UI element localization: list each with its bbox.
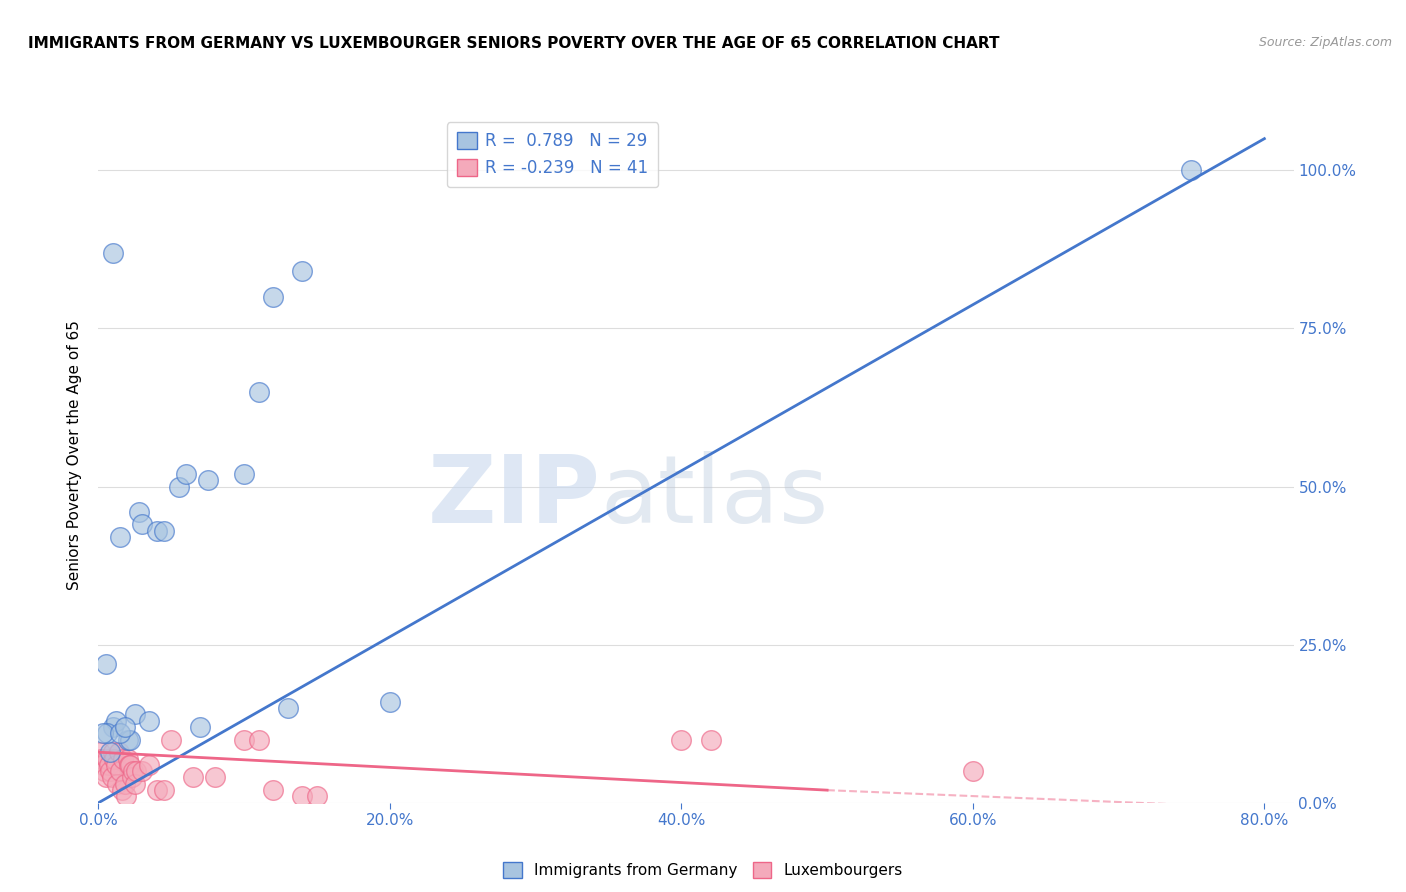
Point (100, 771, 122, 785)
Point (112, 751, 135, 765)
Point (305, 789, 328, 804)
Point (174, 467, 197, 481)
Point (91, 757, 114, 772)
Point (117, 732, 139, 747)
Point (153, 524, 176, 538)
Text: IMMIGRANTS FROM GERMANY VS LUXEMBOURGER SENIORS POVERTY OVER THE AGE OF 65 CORRE: IMMIGRANTS FROM GERMANY VS LUXEMBOURGER … (28, 36, 1000, 51)
Point (233, 467, 256, 481)
Point (96, 751, 118, 765)
Point (97, 757, 120, 772)
Point (291, 264, 314, 278)
Point (115, 789, 138, 804)
Point (167, 479, 190, 493)
Point (93, 764, 115, 779)
Point (117, 751, 139, 765)
Point (204, 771, 226, 785)
Point (233, 732, 256, 747)
Point (120, 757, 142, 772)
Point (114, 777, 136, 791)
Point (120, 732, 142, 747)
Point (111, 783, 134, 797)
Point (1180, 163, 1202, 178)
Legend: R =  0.789   N = 29, R = -0.239   N = 41: R = 0.789 N = 29, R = -0.239 N = 41 (447, 122, 658, 187)
Text: ZIP: ZIP (427, 450, 600, 542)
Point (103, 751, 125, 765)
Point (98, 745, 121, 759)
Point (181, 771, 204, 785)
Point (153, 783, 176, 797)
Point (131, 764, 153, 779)
Point (197, 473, 219, 487)
Point (122, 764, 145, 779)
Point (124, 777, 146, 791)
Point (114, 720, 136, 734)
Point (190, 720, 212, 734)
Point (124, 707, 146, 722)
Point (145, 524, 167, 538)
Point (160, 732, 183, 747)
Point (671, 732, 693, 747)
Point (125, 764, 148, 779)
Point (104, 714, 127, 728)
Point (101, 720, 124, 734)
Point (110, 530, 132, 544)
Text: Source: ZipAtlas.com: Source: ZipAtlas.com (1258, 36, 1392, 49)
Point (105, 777, 128, 791)
Point (247, 384, 270, 399)
Point (110, 764, 132, 779)
Point (110, 726, 132, 740)
Point (291, 789, 314, 804)
Y-axis label: Seniors Poverty Over the Age of 65: Seniors Poverty Over the Age of 65 (67, 320, 83, 590)
Point (378, 695, 401, 709)
Point (277, 701, 299, 715)
Point (962, 764, 984, 779)
Legend: Immigrants from Germany, Luxembourgers: Immigrants from Germany, Luxembourgers (498, 856, 908, 884)
Point (128, 505, 150, 519)
Point (104, 757, 127, 772)
Point (699, 732, 721, 747)
Point (94, 771, 117, 785)
Point (138, 757, 160, 772)
Point (262, 783, 284, 797)
Point (131, 517, 153, 532)
Point (118, 757, 141, 772)
Point (96, 726, 118, 740)
Point (262, 290, 284, 304)
Point (90, 751, 112, 765)
Point (98, 764, 121, 779)
Point (138, 714, 160, 728)
Point (101, 745, 124, 759)
Point (145, 783, 167, 797)
Point (247, 732, 270, 747)
Text: atlas: atlas (600, 450, 828, 542)
Point (121, 771, 143, 785)
Point (94, 657, 117, 671)
Point (101, 245, 124, 260)
Point (91, 726, 114, 740)
Point (108, 745, 131, 759)
Point (89, 745, 111, 759)
